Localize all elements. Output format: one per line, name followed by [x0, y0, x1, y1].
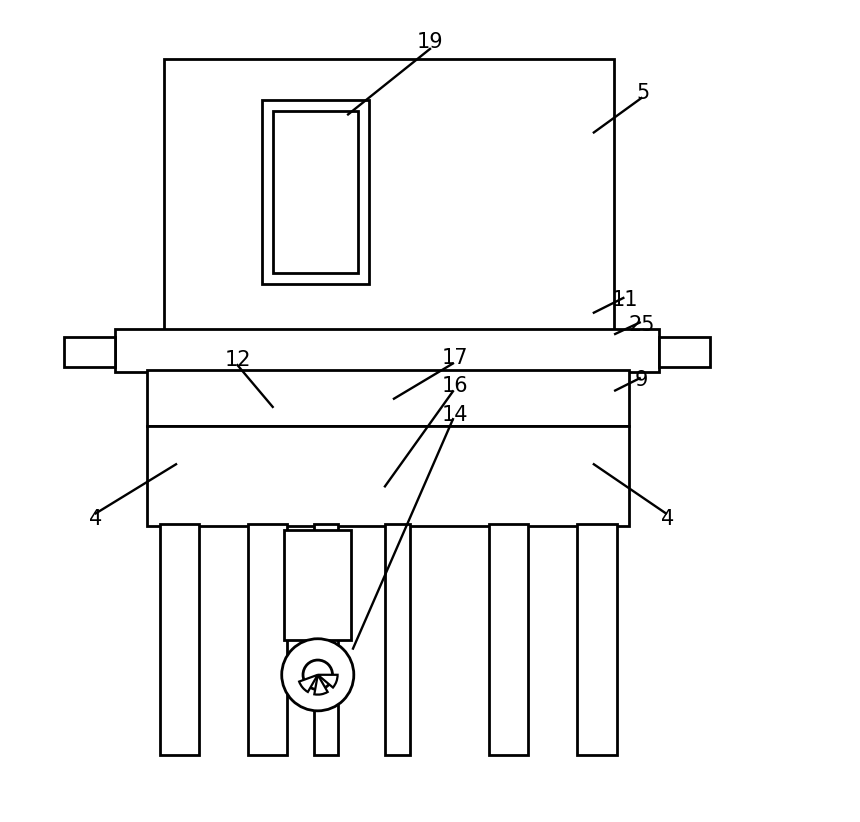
Bar [385, 524, 409, 755]
Bar [577, 524, 617, 755]
Text: 16: 16 [441, 376, 468, 396]
Wedge shape [317, 675, 338, 687]
Bar [489, 524, 528, 755]
Bar [163, 58, 614, 333]
Text: 14: 14 [441, 405, 468, 425]
Text: 4: 4 [89, 509, 102, 529]
Text: 12: 12 [224, 350, 251, 370]
Text: 19: 19 [417, 32, 443, 53]
Bar [249, 524, 287, 755]
Bar [160, 524, 199, 755]
Text: 17: 17 [441, 348, 468, 367]
Bar [284, 530, 352, 640]
Text: 5: 5 [636, 83, 649, 103]
Wedge shape [314, 675, 328, 695]
Bar [660, 337, 710, 367]
Bar [114, 329, 660, 372]
Bar [64, 337, 114, 367]
Bar [147, 370, 629, 426]
Bar [147, 426, 629, 526]
Bar [314, 524, 338, 755]
Circle shape [282, 639, 353, 711]
Text: 9: 9 [635, 370, 648, 390]
Text: 25: 25 [628, 315, 654, 335]
Bar [273, 111, 358, 274]
Bar [262, 99, 369, 284]
Text: 11: 11 [611, 290, 638, 311]
Circle shape [303, 660, 333, 690]
Wedge shape [299, 675, 317, 692]
Text: 4: 4 [661, 509, 674, 529]
